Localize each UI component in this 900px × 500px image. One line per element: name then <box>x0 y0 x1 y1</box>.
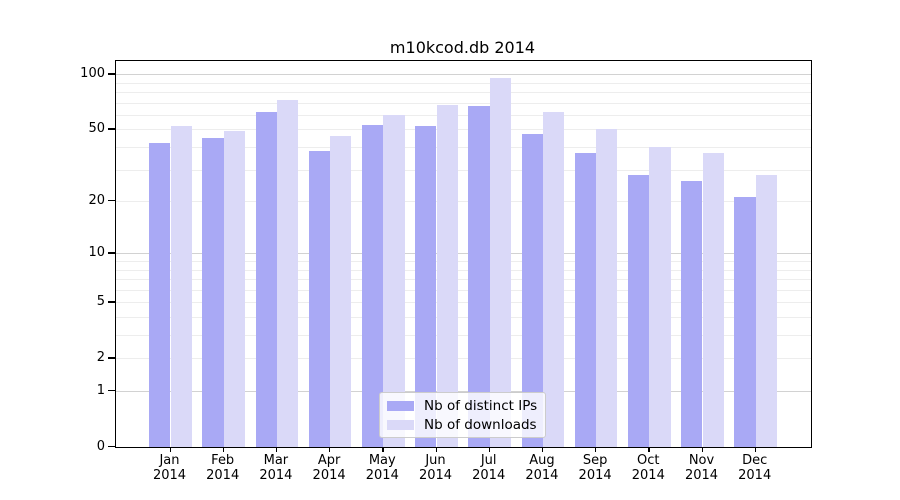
y-tick-1 <box>108 390 115 392</box>
x-tick-oct <box>648 447 650 452</box>
x-tick-nov <box>701 447 703 452</box>
gridline-7 <box>116 279 811 280</box>
gridline-5 <box>116 302 811 304</box>
x-tick-label-oct: Oct 2014 <box>631 453 665 483</box>
bar-downloads-aug <box>542 112 565 447</box>
y-tick-label-50: 50 <box>88 120 105 136</box>
y-tick-0 <box>108 446 115 448</box>
bar-downloads-apr <box>330 136 352 447</box>
gridline-50 <box>116 129 811 131</box>
bar-downloads-may <box>383 114 405 447</box>
x-tick-sep <box>595 447 597 452</box>
bar-downloads-jul <box>489 78 512 447</box>
y-tick-5 <box>108 301 115 303</box>
y-tick-label-2: 2 <box>96 349 105 365</box>
x-tick-feb <box>222 447 225 452</box>
bar-distinct-ips-dec <box>734 197 756 447</box>
y-tick-label-5: 5 <box>96 293 105 309</box>
bar-distinct-ips-jan <box>149 143 171 447</box>
gridline-60 <box>116 114 811 116</box>
plot-area <box>115 60 812 448</box>
gridline-10 <box>116 253 811 255</box>
bar-distinct-ips-jun <box>415 126 437 447</box>
bar-downloads-dec <box>755 175 778 447</box>
y-tick-label-20: 20 <box>88 192 105 208</box>
gridline-20 <box>116 201 811 203</box>
bar-downloads-mar <box>276 100 299 447</box>
bar-downloads-feb <box>223 131 246 447</box>
bar-downloads-jan <box>170 126 192 447</box>
gridline-90 <box>116 82 811 84</box>
x-tick-label-dec: Dec 2014 <box>738 453 772 483</box>
gridline-100 <box>116 74 811 76</box>
y-tick-100 <box>108 73 115 75</box>
y-tick-label-100: 100 <box>80 65 105 81</box>
gridline-30 <box>116 169 811 171</box>
y-tick-20 <box>108 200 115 202</box>
x-tick-may <box>382 447 384 452</box>
x-tick-label-apr: Apr 2014 <box>312 453 346 483</box>
bar-downloads-nov <box>702 153 724 447</box>
gridline-8 <box>116 269 811 271</box>
y-tick-50 <box>108 128 115 130</box>
x-tick-aug <box>541 447 544 452</box>
bar-distinct-ips-oct <box>627 175 650 447</box>
x-tick-label-feb: Feb 2014 <box>206 453 240 483</box>
x-tick-jun <box>435 447 437 452</box>
y-tick-label-1: 1 <box>96 382 105 398</box>
x-tick-label-jul: Jul 2014 <box>472 453 506 483</box>
bar-distinct-ips-apr <box>308 151 331 447</box>
legend-swatch-distinct-ips <box>387 400 414 411</box>
gridline-40 <box>116 147 811 148</box>
y-tick-2 <box>108 357 115 359</box>
legend: Nb of distinct IPs Nb of downloads <box>379 392 546 438</box>
bar-downloads-jun <box>436 105 458 447</box>
legend-item-distinct-ips: Nb of distinct IPs <box>387 397 545 414</box>
x-tick-label-jun: Jun 2014 <box>418 453 453 483</box>
bar-distinct-ips-feb <box>202 137 224 447</box>
x-tick-apr <box>329 447 331 452</box>
legend-item-downloads: Nb of downloads <box>387 416 545 433</box>
gridline-9 <box>116 261 811 262</box>
bar-distinct-ips-may <box>361 124 384 447</box>
bar-distinct-ips-sep <box>574 153 597 447</box>
legend-label: Nb of distinct IPs <box>424 397 538 414</box>
gridline-6 <box>116 289 811 291</box>
gridline-1 <box>116 391 811 392</box>
gridline-3 <box>116 335 811 336</box>
gridline-70 <box>116 102 811 104</box>
y-tick-label-0: 0 <box>96 438 105 454</box>
x-tick-label-nov: Nov 2014 <box>684 453 719 483</box>
bar-downloads-oct <box>649 147 671 447</box>
legend-swatch-downloads <box>387 419 414 430</box>
bar-distinct-ips-aug <box>521 134 543 447</box>
bar-distinct-ips-nov <box>681 180 703 447</box>
bar-downloads-sep <box>596 129 618 447</box>
x-tick-mar <box>275 447 278 452</box>
x-tick-jul <box>488 447 491 452</box>
gridline-2 <box>116 358 811 360</box>
bar-distinct-ips-jul <box>468 106 490 447</box>
x-tick-label-mar: Mar 2014 <box>259 453 293 483</box>
bar-distinct-ips-mar <box>255 112 277 447</box>
gridline-80 <box>116 92 811 93</box>
y-tick-10 <box>108 252 115 254</box>
x-tick-label-jan: Jan 2014 <box>152 453 187 483</box>
x-tick-label-sep: Sep 2014 <box>578 453 612 483</box>
x-tick-jan <box>169 447 171 452</box>
x-tick-label-aug: Aug 2014 <box>525 453 559 483</box>
gridline-4 <box>116 317 811 318</box>
legend-label: Nb of downloads <box>424 416 537 433</box>
chart-title: m10kcod.db 2014 <box>389 38 536 57</box>
y-tick-label-10: 10 <box>88 244 105 260</box>
x-tick-dec <box>754 447 757 452</box>
x-tick-label-may: May 2014 <box>365 453 399 483</box>
